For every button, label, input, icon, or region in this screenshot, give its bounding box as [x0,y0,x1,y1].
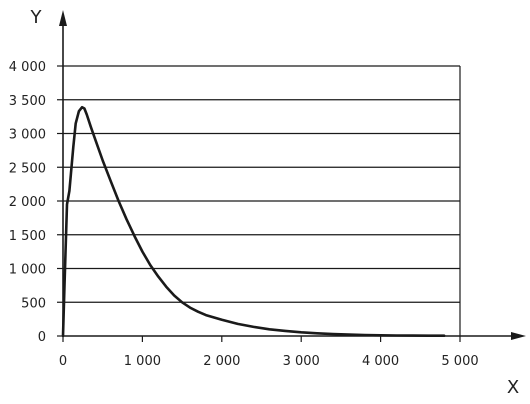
x-tick-label: 4 000 [362,354,399,369]
x-axis-arrow [511,332,526,340]
series [61,105,446,338]
y-tick-labels: 0 500 1 000 1 500 2 000 2 500 3 000 3 500 4 000 [9,60,46,345]
y-tick-label: 0 [38,330,46,345]
y-axis-title: Y [30,7,43,28]
x-tick-label: 1 000 [124,354,161,369]
x-tick-label: 5 000 [441,354,478,369]
y-tick-label: 4 000 [9,60,46,75]
y-tick-label: 500 [21,296,46,311]
y-tick-label: 1 000 [9,263,46,278]
axes [59,10,526,340]
x-axis-title: X [507,377,519,398]
y-tick-label: 2 500 [9,161,46,176]
y-tick-label: 2 000 [9,195,46,210]
x-tick-label: 2 000 [203,354,240,369]
x-tick-label: 3 000 [283,354,320,369]
series-line-0 [61,105,446,338]
x-tick-labels: 0 1 000 2 000 3 000 4 000 5 000 [59,354,479,369]
y-tick-label: 1 500 [9,229,46,244]
y-tick-label: 3 000 [9,128,46,143]
tick-marks [57,65,461,342]
y-axis-arrow [59,10,67,26]
x-tick-label: 0 [59,354,67,369]
grid-lines [63,65,460,303]
y-tick-label: 3 500 [9,94,46,109]
